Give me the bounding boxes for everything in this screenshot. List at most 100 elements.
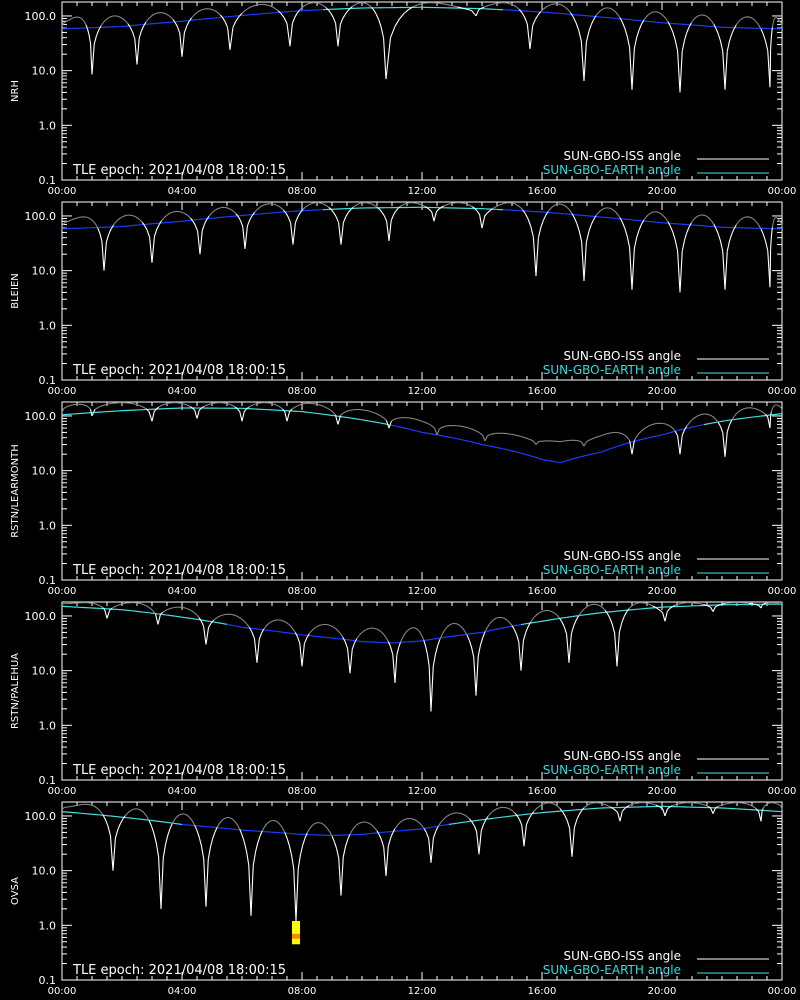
iss-angle-segment [168,212,172,215]
iss-angle-segment [683,32,688,41]
iss-angle-segment [327,407,331,411]
iss-angle-segment [334,414,339,425]
iss-angle-segment [104,819,109,827]
tle-epoch-annotation: TLE epoch: 2021/04/08 18:00:15 [72,963,286,978]
earth-angle-segment [487,629,492,632]
iss-angle-segment [670,425,674,429]
iss-angle-segment [568,633,572,663]
iss-angle-segment [471,821,475,826]
iss-angle-segment [575,615,580,621]
earth-angle-segment [541,620,546,622]
iss-angle-segment [140,25,145,31]
iss-angle-segment [665,217,669,223]
iss-angle-segment [141,810,145,814]
iss-angle-segment [261,826,265,832]
iss-angle-segment [717,33,722,42]
iss-angle-segment [607,7,611,9]
iss-angle-segment [99,810,104,815]
iss-angle-segment [762,233,767,242]
iss-angle-segment [412,4,418,8]
x-tick-label: 20:00 [648,386,677,397]
iss-angle-segment [319,202,322,204]
iss-angle-segment [755,808,760,812]
iss-angle-segment [97,808,101,812]
x-tick-label: 08:00 [288,386,317,397]
iss-angle-segment [354,638,358,644]
iss-angle-segment [311,823,315,827]
earth-angle-segment [403,427,408,430]
iss-angle-segment [530,439,534,442]
iss-angle-segment [677,50,681,93]
iss-angle-segment [270,620,274,623]
iss-angle-segment [232,405,236,408]
iss-angle-segment [268,5,273,8]
iss-angle-segment [132,808,135,811]
iss-angle-segment [146,230,151,238]
iss-angle-segment [254,209,258,213]
iss-angle-segment [437,822,442,827]
iss-angle-segment [669,26,674,33]
iss-angle-segment [63,221,67,224]
iss-angle-segment [511,625,515,630]
iss-angle-segment [153,408,157,412]
iss-angle-segment [444,425,447,428]
earth-angle-segment [496,627,501,630]
iss-angle-segment [559,808,563,812]
iss-angle-segment [707,605,711,608]
iss-angle-segment [720,804,723,807]
iss-angle-segment [88,407,91,410]
iss-angle-segment [74,804,78,807]
iss-angle-segment [515,434,519,437]
iss-angle-segment [158,220,163,225]
iss-angle-segment [81,18,84,21]
x-tick-label: 20:00 [648,986,677,997]
iss-angle-segment [399,13,405,20]
iss-angle-segment [429,209,433,213]
iss-angle-segment [141,222,146,227]
iss-angle-segment [445,815,449,818]
iss-angle-segment [585,231,590,243]
iss-angle-segment [85,405,88,407]
iss-angle-segment [646,425,650,428]
iss-angle-segment [194,224,199,232]
iss-angle-segment [667,806,671,810]
iss-angle-segment [522,632,527,641]
iss-angle-segment [715,605,719,608]
iss-angle-segment [337,24,341,47]
iss-angle-segment [130,402,135,405]
iss-angle-segment [697,14,701,17]
iss-angle-segment [502,617,506,620]
iss-angle-segment [111,606,115,609]
iss-angle-segment [383,847,387,876]
iss-angle-segment [259,205,263,209]
x-tick-label: 12:00 [408,786,437,797]
iss-angle-segment [507,620,511,624]
iss-angle-segment [652,605,656,608]
earth-angle-segment [418,431,423,433]
earth-angle-segment [238,626,243,628]
iss-angle-segment [376,413,380,416]
iss-angle-segment [662,612,666,622]
earth-angle-segment [640,438,645,441]
earth-angle-segment [580,455,585,458]
earth-angle-segment [571,457,576,460]
earth-angle-segment [667,431,672,434]
iss-angle-segment [192,220,196,226]
iss-angle-segment [611,623,616,634]
iss-angle-segment [302,837,306,846]
iss-angle-segment [244,8,249,12]
iss-angle-segment [523,824,527,847]
iss-angle-segment [477,644,482,657]
iss-angle-segment [189,817,193,822]
earth-angle-segment [709,422,714,425]
iss-angle-segment [421,635,425,641]
iss-angle-segment [779,221,782,224]
iss-angle-segment [576,223,580,231]
iss-angle-segment [245,851,250,866]
iss-angle-segment [275,820,279,823]
iss-angle-segment [475,655,479,696]
iss-angle-segment [174,22,178,28]
iss-angle-segment [188,608,192,612]
iss-angle-segment [250,5,255,8]
iss-angle-segment [780,805,783,810]
